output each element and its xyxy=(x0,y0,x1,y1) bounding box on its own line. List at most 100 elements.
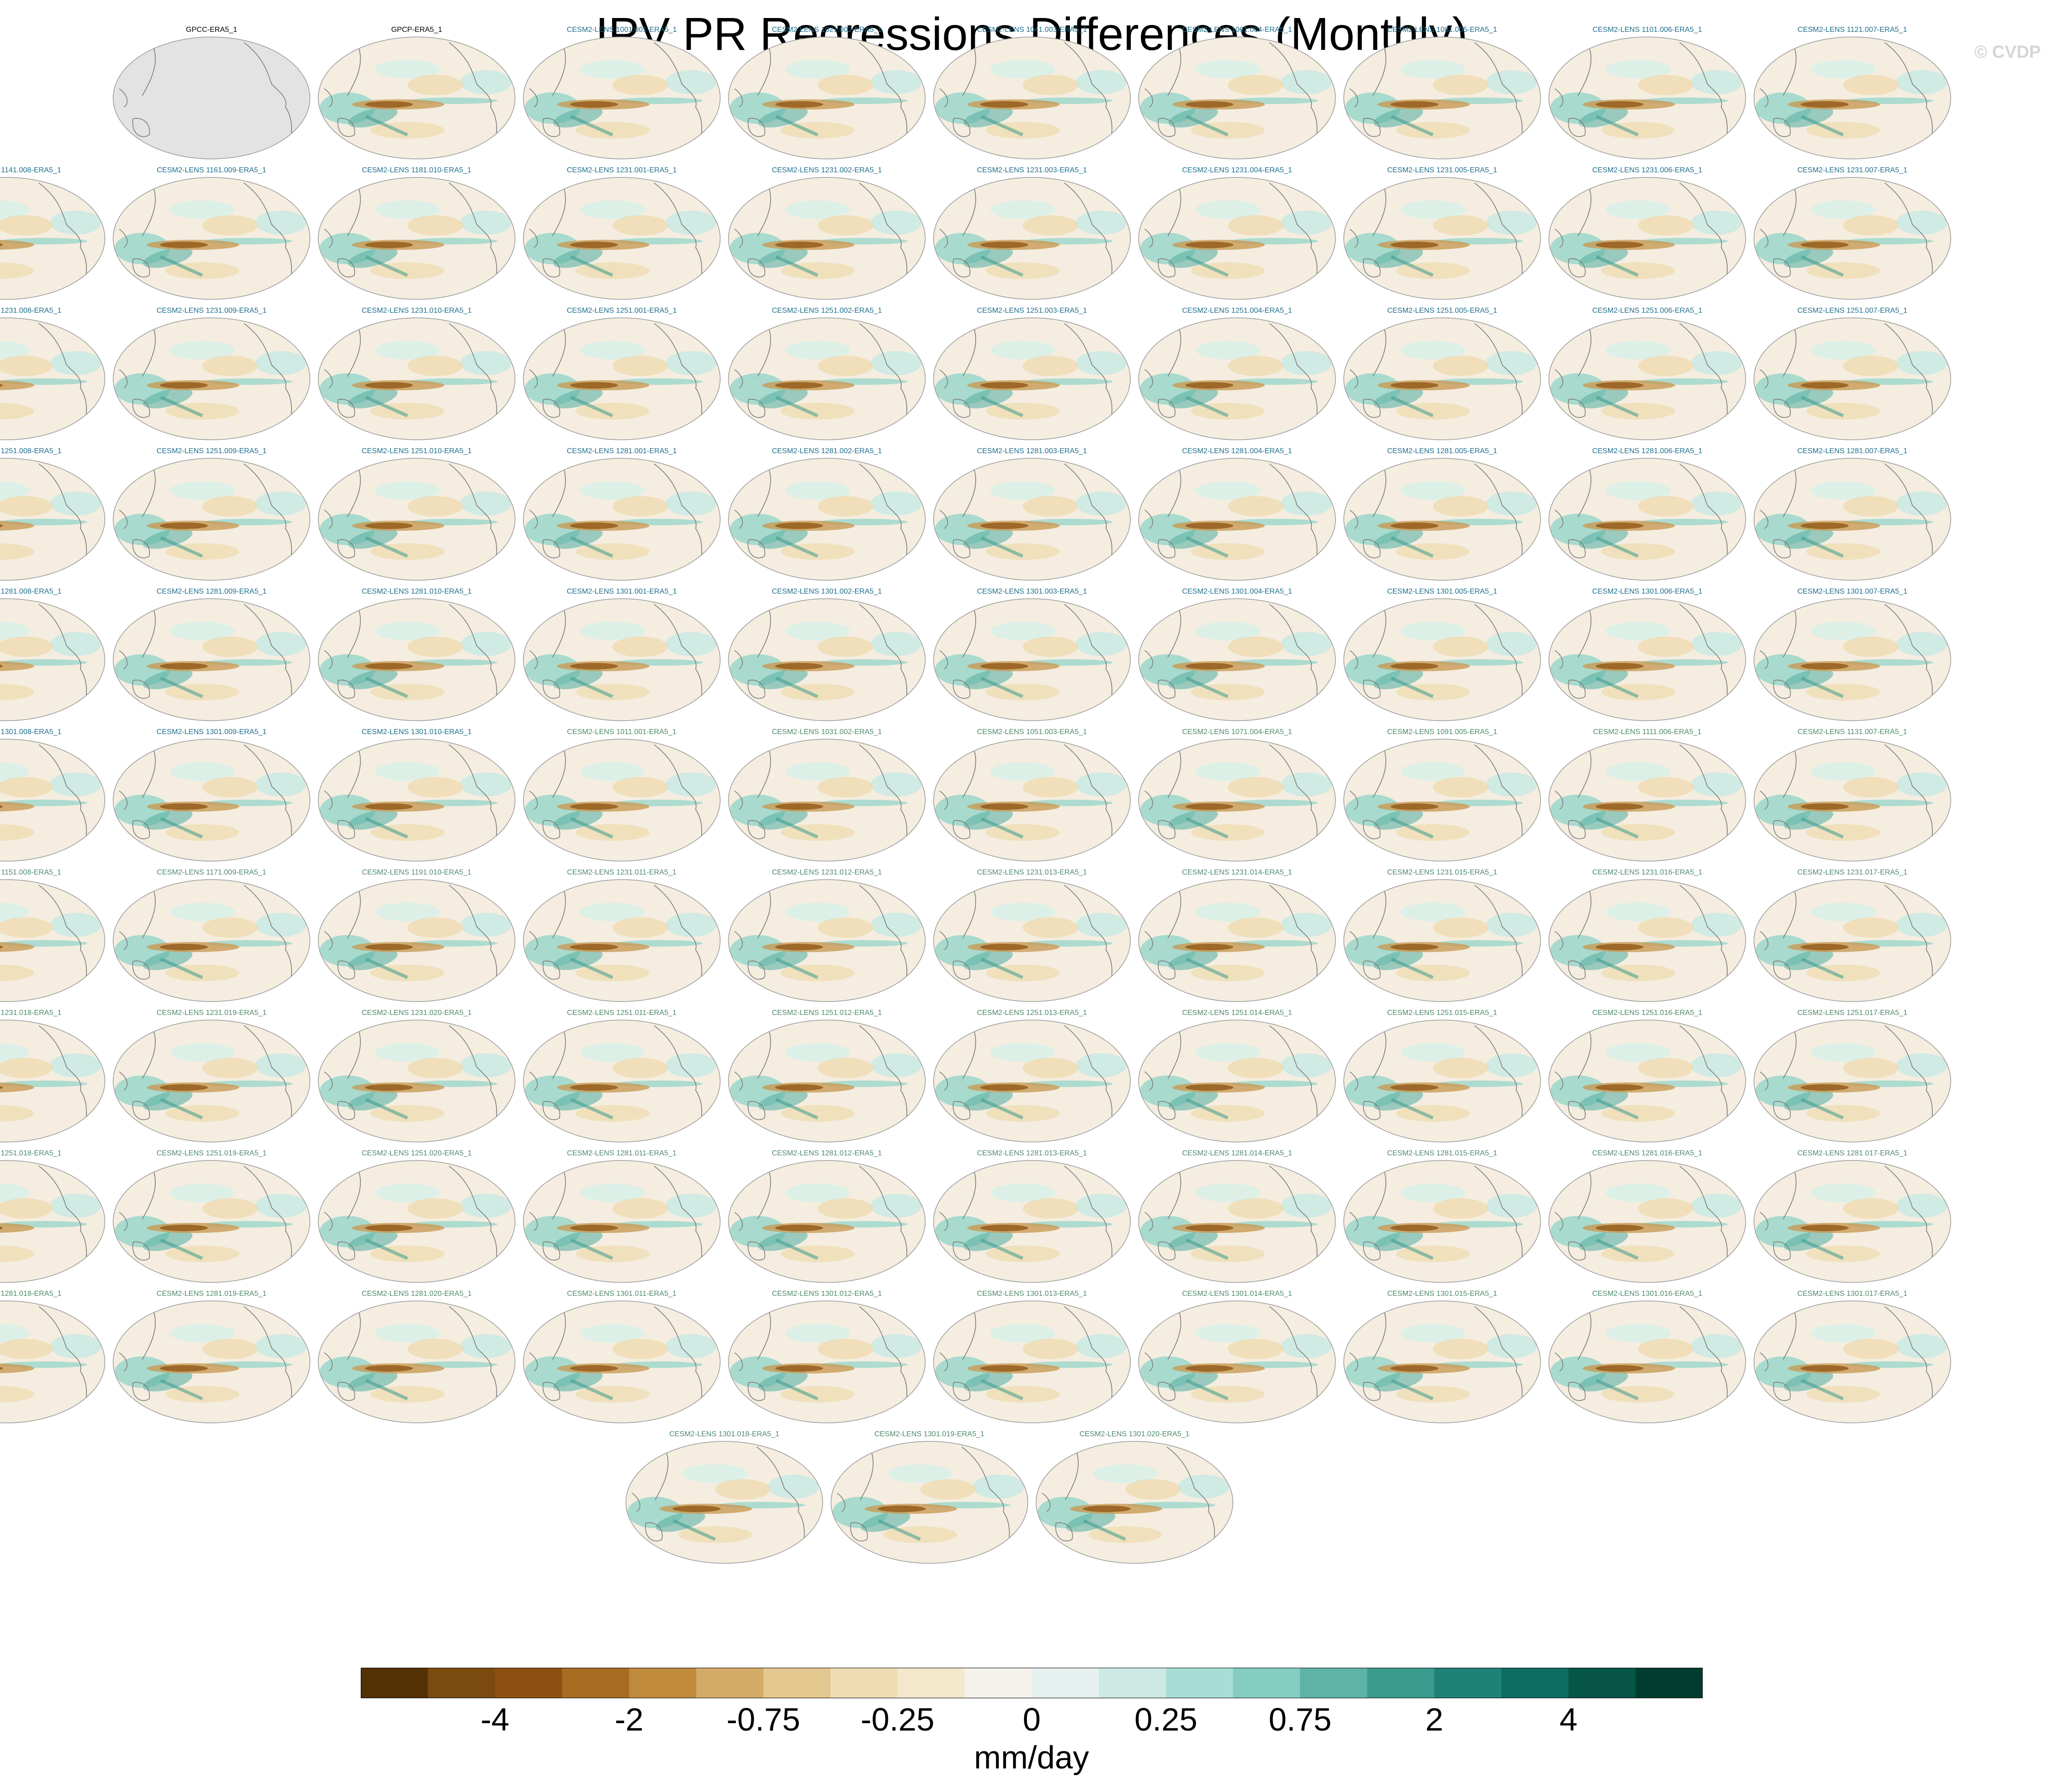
map-panel: CESM2-LENS 1301.013-ERA5_1 xyxy=(932,1289,1132,1425)
panel-title: CESM2-LENS 1251.018-ERA5_1 xyxy=(0,1149,62,1157)
panel-title: CESM2-LENS 1281.004-ERA5_1 xyxy=(1182,447,1292,455)
map-plot xyxy=(1343,598,1541,721)
map-plot xyxy=(0,739,105,862)
colorbar-segment xyxy=(830,1668,898,1698)
map-panel: CESM2-LENS 1231.018-ERA5_1 xyxy=(0,1008,106,1144)
map-panel: CESM2-LENS 1231.004-ERA5_1 xyxy=(1137,166,1337,302)
panel-title: CESM2-LENS 1281.014-ERA5_1 xyxy=(1182,1149,1292,1157)
map-plot xyxy=(1548,36,1746,159)
map-plot xyxy=(523,1300,721,1423)
panel-title: CESM2-LENS 1301.001-ERA5_1 xyxy=(566,588,677,595)
map-panel: CESM2-LENS 1281.002-ERA5_1 xyxy=(727,447,927,583)
panel-title: CESM2-LENS 1251.001-ERA5_1 xyxy=(566,307,677,315)
map-plot xyxy=(933,177,1131,300)
panel-title: CESM2-LENS 1281.003-ERA5_1 xyxy=(977,447,1087,455)
map-panel: CESM2-LENS 1021.002-ERA5_1 xyxy=(727,25,927,161)
map-panel: CESM2-LENS 1231.006-ERA5_1 xyxy=(1547,166,1747,302)
map-panel: CESM2-LENS 1281.017-ERA5_1 xyxy=(1753,1149,1952,1285)
map-plot xyxy=(1548,879,1746,1002)
map-plot xyxy=(1343,1300,1541,1423)
map-panel: CESM2-LENS 1031.002-ERA5_1 xyxy=(727,728,927,863)
map-plot xyxy=(0,317,105,440)
map-panel: CESM2-LENS 1251.001-ERA5_1 xyxy=(522,306,722,442)
panel-title: CESM2-LENS 1251.010-ERA5_1 xyxy=(361,447,472,455)
panel-title: CESM2-LENS 1231.018-ERA5_1 xyxy=(0,1009,62,1017)
panel-title: CESM2-LENS 1301.004-ERA5_1 xyxy=(1182,588,1292,595)
map-plot xyxy=(1548,1020,1746,1142)
map-panel: CESM2-LENS 1231.007-ERA5_1 xyxy=(1753,166,1952,302)
panel-title: CESM2-LENS 1021.002-ERA5_1 xyxy=(771,26,882,34)
panel-title: CESM2-LENS 1251.002-ERA5_1 xyxy=(771,307,882,315)
map-plot xyxy=(318,598,516,721)
map-plot xyxy=(113,36,310,159)
map-panel: CESM2-LENS 1251.015-ERA5_1 xyxy=(1342,1008,1542,1144)
map-panel: CESM2-LENS 1301.014-ERA5_1 xyxy=(1137,1289,1337,1425)
panel-title: CESM2-LENS 1251.012-ERA5_1 xyxy=(771,1009,882,1017)
map-panel: CESM2-LENS 1301.006-ERA5_1 xyxy=(1547,587,1747,723)
map-panel: CESM2-LENS 1251.009-ERA5_1 xyxy=(112,447,311,583)
map-plot xyxy=(1754,317,1951,440)
panel-title: CESM2-LENS 1301.013-ERA5_1 xyxy=(977,1290,1087,1298)
map-plot xyxy=(523,1160,721,1283)
map-panel: CESM2-LENS 1231.001-ERA5_1 xyxy=(522,166,722,302)
map-panel: CESM2-LENS 1281.019-ERA5_1 xyxy=(112,1289,311,1425)
colorbar-segment xyxy=(965,1668,1032,1698)
colorbar-segment xyxy=(428,1668,495,1698)
panel-title: CESM2-LENS 1281.016-ERA5_1 xyxy=(1592,1149,1703,1157)
map-plot xyxy=(113,177,310,300)
map-panel: CESM2-LENS 1301.011-ERA5_1 xyxy=(522,1289,722,1425)
panel-title: CESM2-LENS 1181.010-ERA5_1 xyxy=(362,166,472,174)
panel-title: CESM2-LENS 1301.007-ERA5_1 xyxy=(1797,588,1908,595)
map-panel: CESM2-LENS 1251.016-ERA5_1 xyxy=(1547,1008,1747,1144)
panel-title: CESM2-LENS 1251.005-ERA5_1 xyxy=(1387,307,1498,315)
map-plot xyxy=(0,458,105,581)
panel-title: CESM2-LENS 1231.008-ERA5_1 xyxy=(0,307,62,315)
panel-title: CESM2-LENS 1151.008-ERA5_1 xyxy=(0,869,61,876)
panel-title: CESM2-LENS 1281.008-ERA5_1 xyxy=(0,588,62,595)
map-panel: CESM2-LENS 1301.008-ERA5_1 xyxy=(0,728,106,863)
map-panel: CESM2-LENS 1231.013-ERA5_1 xyxy=(932,868,1132,1004)
panel-title: CESM2-LENS 1231.015-ERA5_1 xyxy=(1387,869,1498,876)
panel-title: CESM2-LENS 1301.008-ERA5_1 xyxy=(0,728,62,736)
map-plot xyxy=(1548,1160,1746,1283)
map-panel: CESM2-LENS 1301.017-ERA5_1 xyxy=(1753,1289,1952,1425)
panel-title: CESM2-LENS 1141.008-ERA5_1 xyxy=(0,166,61,174)
panel-title: CESM2-LENS 1281.013-ERA5_1 xyxy=(977,1149,1087,1157)
panel-title: CESM2-LENS 1281.006-ERA5_1 xyxy=(1592,447,1703,455)
map-panel: CESM2-LENS 1281.016-ERA5_1 xyxy=(1547,1149,1747,1285)
map-plot xyxy=(933,458,1131,581)
panel-title: CESM2-LENS 1051.003-ERA5_1 xyxy=(977,728,1087,736)
map-panel-grid: GPCC-ERA5_1 GPCP-ERA5_1 CESM2-LENS 1001.00… xyxy=(0,25,1952,1564)
map-panel: CESM2-LENS 1251.014-ERA5_1 xyxy=(1137,1008,1337,1144)
map-plot xyxy=(113,879,310,1002)
map-plot xyxy=(113,1300,310,1423)
panel-title: CESM2-LENS 1301.006-ERA5_1 xyxy=(1592,588,1703,595)
map-panel: CESM2-LENS 1251.010-ERA5_1 xyxy=(317,447,516,583)
map-panel: CESM2-LENS 1301.005-ERA5_1 xyxy=(1342,587,1542,723)
map-panel: CESM2-LENS 1231.020-ERA5_1 xyxy=(317,1008,516,1144)
map-plot xyxy=(831,1441,1028,1564)
panel-title: CESM2-LENS 1251.013-ERA5_1 xyxy=(977,1009,1087,1017)
map-plot xyxy=(728,1020,926,1142)
map-panel: CESM2-LENS 1281.008-ERA5_1 xyxy=(0,587,106,723)
panel-title: CESM2-LENS 1301.016-ERA5_1 xyxy=(1592,1290,1703,1298)
panel-title: CESM2-LENS 1301.002-ERA5_1 xyxy=(771,588,882,595)
map-panel: CESM2-LENS 1251.005-ERA5_1 xyxy=(1342,306,1542,442)
map-panel: CESM2-LENS 1281.020-ERA5_1 xyxy=(317,1289,516,1425)
map-plot xyxy=(523,739,721,862)
map-panel: CESM2-LENS 1281.015-ERA5_1 xyxy=(1342,1149,1542,1285)
map-panel: CESM2-LENS 1281.005-ERA5_1 xyxy=(1342,447,1542,583)
map-panel: CESM2-LENS 1301.002-ERA5_1 xyxy=(727,587,927,723)
colorbar-segment xyxy=(898,1668,965,1698)
colorbar-segment xyxy=(361,1668,428,1698)
map-plot xyxy=(1343,458,1541,581)
map-panel: CESM2-LENS 1251.019-ERA5_1 xyxy=(112,1149,311,1285)
map-panel: CESM2-LENS 1281.018-ERA5_1 xyxy=(0,1289,106,1425)
panel-title: CESM2-LENS 1301.015-ERA5_1 xyxy=(1387,1290,1498,1298)
map-panel: CESM2-LENS 1061.004-ERA5_1 xyxy=(1137,25,1337,161)
colorbar-segment xyxy=(1032,1668,1099,1698)
map-panel: CESM2-LENS 1231.016-ERA5_1 xyxy=(1547,868,1747,1004)
colorbar-tick-label: 0.75 xyxy=(1268,1701,1332,1737)
panel-title: CESM2-LENS 1041.003-ERA5_1 xyxy=(977,26,1087,34)
panel-title: CESM2-LENS 1231.013-ERA5_1 xyxy=(977,869,1087,876)
